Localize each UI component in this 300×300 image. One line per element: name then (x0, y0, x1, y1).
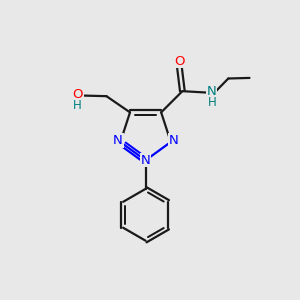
Text: N: N (168, 134, 178, 147)
Text: H: H (73, 98, 82, 112)
Text: N: N (207, 85, 217, 98)
Text: H: H (207, 96, 216, 109)
Text: N: N (113, 134, 123, 147)
Text: O: O (174, 55, 185, 68)
Text: N: N (141, 154, 151, 167)
Text: O: O (72, 88, 83, 101)
